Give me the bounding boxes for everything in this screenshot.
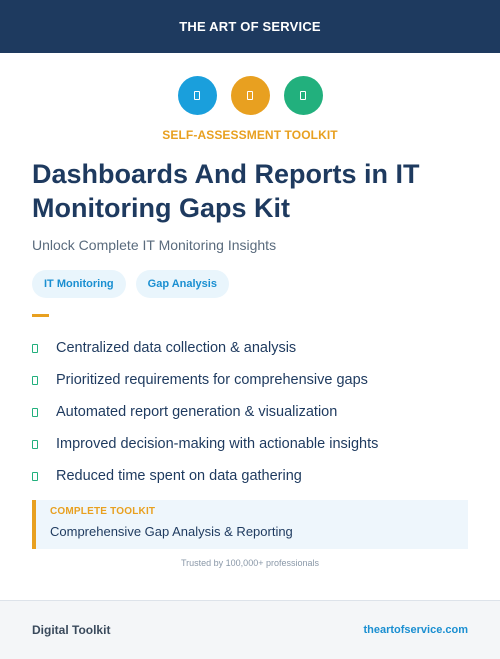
check-icon bbox=[32, 439, 38, 449]
check-icon bbox=[32, 471, 38, 481]
footer: Digital Toolkit theartofservice.com bbox=[0, 600, 500, 659]
icon-row bbox=[0, 76, 500, 115]
eyebrow-label: SELF-ASSESSMENT TOOLKIT bbox=[162, 128, 338, 142]
check-icon bbox=[32, 407, 38, 417]
feature-list: Centralized data collection & analysis P… bbox=[32, 332, 472, 492]
top-brand-band: THE ART OF SERVICE bbox=[0, 0, 500, 53]
check-icon bbox=[32, 375, 38, 385]
feature-text: Improved decision-making with actionable… bbox=[56, 436, 379, 452]
feature-text: Automated report generation & visualizat… bbox=[56, 404, 338, 420]
accent-divider bbox=[32, 314, 49, 317]
feature-item: Centralized data collection & analysis bbox=[32, 332, 472, 364]
page-title: Dashboards And Reports in IT Monitoring … bbox=[32, 159, 420, 223]
toolkit-callout: COMPLETE TOOLKIT Comprehensive Gap Analy… bbox=[32, 500, 468, 549]
document-icon bbox=[177, 76, 217, 115]
website-link[interactable]: theartofservice.com bbox=[363, 624, 468, 636]
feature-item: Prioritized requirements for comprehensi… bbox=[32, 364, 472, 396]
tag-gap-analysis: Gap Analysis bbox=[135, 270, 229, 298]
feature-text: Prioritized requirements for comprehensi… bbox=[56, 372, 368, 388]
tag-it-monitoring: IT Monitoring bbox=[32, 270, 126, 298]
page-subtitle: Unlock Complete IT Monitoring Insights bbox=[32, 237, 277, 253]
feature-text: Reduced time spent on data gathering bbox=[56, 468, 302, 484]
feature-item: Reduced time spent on data gathering bbox=[32, 460, 472, 492]
brand-name: THE ART OF SERVICE bbox=[179, 19, 321, 34]
callout-text: Comprehensive Gap Analysis & Reporting bbox=[50, 524, 293, 539]
feature-item: Automated report generation & visualizat… bbox=[32, 396, 472, 428]
feature-item: Improved decision-making with actionable… bbox=[32, 428, 472, 460]
document-icon bbox=[230, 76, 270, 115]
feature-text: Centralized data collection & analysis bbox=[56, 340, 297, 356]
footer-label: Digital Toolkit bbox=[32, 623, 111, 637]
callout-label: COMPLETE TOOLKIT bbox=[50, 506, 156, 517]
document-icon bbox=[283, 76, 323, 115]
trusted-note: Trusted by 100,000+ professionals bbox=[180, 558, 319, 568]
check-icon bbox=[32, 343, 38, 353]
tag-list: IT Monitoring Gap Analysis bbox=[32, 270, 229, 298]
